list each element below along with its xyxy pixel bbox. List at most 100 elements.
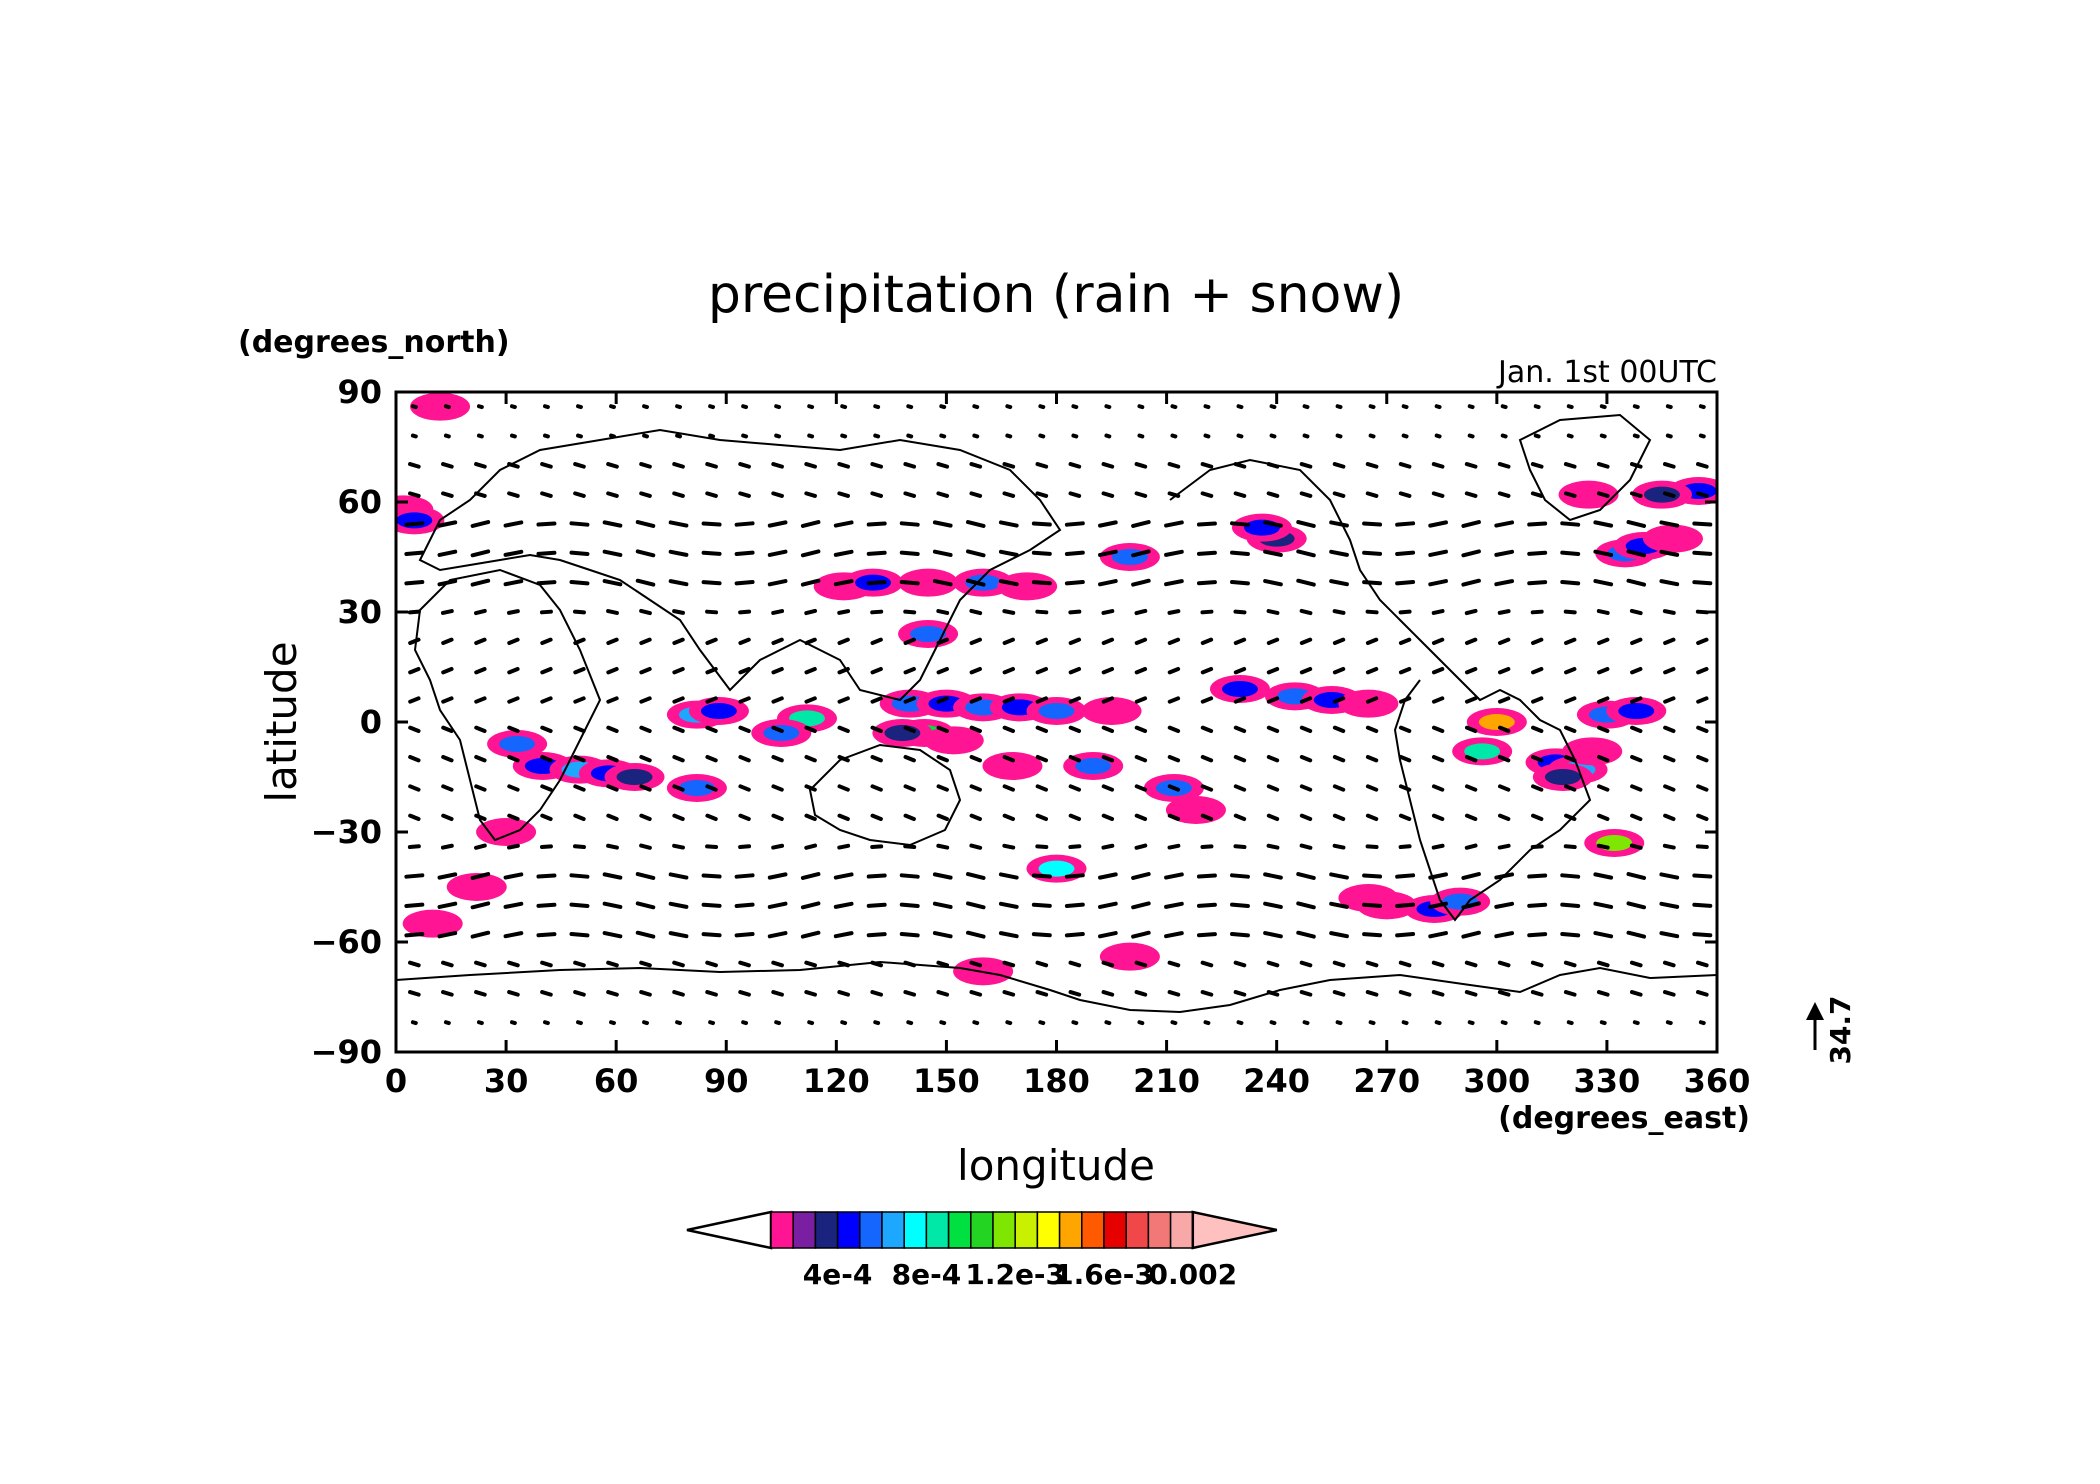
wind-vector	[1299, 960, 1313, 968]
wind-vector	[606, 813, 619, 822]
wind-vector	[1196, 902, 1217, 908]
coastline-antarctica	[396, 960, 1717, 1014]
wind-vector	[966, 549, 986, 558]
precip-area-core	[763, 725, 800, 741]
wind-vector	[1659, 901, 1680, 909]
wind-vector	[936, 725, 949, 734]
y-tick-label: 60	[337, 483, 382, 521]
wind-vector	[936, 491, 950, 498]
wind-vector	[837, 813, 850, 822]
precip-area-core	[458, 879, 495, 895]
wind-vector	[1398, 844, 1412, 850]
wind-vector	[404, 873, 425, 879]
wind-vector	[1533, 1020, 1541, 1026]
colorbar-swatch	[836, 1211, 861, 1249]
wind-vector	[1200, 666, 1214, 675]
y-tick-label: −90	[311, 1033, 382, 1071]
wind-vector	[408, 784, 421, 792]
wind-vector	[441, 813, 454, 822]
wind-vector	[936, 990, 950, 997]
wind-vector	[1500, 433, 1508, 439]
wind-vector	[1329, 931, 1349, 939]
wind-vector	[569, 931, 590, 938]
wind-vector	[1560, 550, 1581, 557]
wind-vector	[609, 433, 616, 439]
wind-vector	[939, 1020, 947, 1026]
wind-vector	[1431, 960, 1445, 968]
wind-vector	[804, 666, 817, 675]
wind-vector	[1365, 491, 1379, 498]
wind-vector	[474, 462, 487, 469]
wind-vector	[1233, 462, 1247, 469]
wind-vector	[705, 844, 719, 849]
wind-vector	[1530, 462, 1544, 469]
wind-vector	[1329, 872, 1349, 880]
wind-vector	[1101, 462, 1115, 469]
wind-vector	[1464, 666, 1478, 675]
wind-vector	[1500, 404, 1508, 410]
wind-vector	[903, 844, 917, 850]
wind-vector	[540, 462, 553, 469]
wind-vector	[906, 433, 914, 439]
wind-vector	[800, 930, 821, 939]
y-axis-ticks: 90 60 30 0 −30 −60 −90	[311, 373, 1717, 1071]
precip-area-core	[1544, 769, 1581, 785]
colorbar-label: 1.6e-3	[1054, 1258, 1154, 1291]
wind-vector	[1566, 1020, 1574, 1026]
colorbar-swatch	[992, 1211, 1016, 1249]
wind-vector	[1068, 462, 1082, 469]
wind-vector	[1362, 932, 1383, 938]
wind-vector	[573, 637, 586, 646]
wind-vector	[833, 901, 854, 909]
coastline-australia	[808, 743, 962, 847]
coastlines	[396, 413, 1717, 1014]
wind-vector	[1401, 1020, 1409, 1026]
x-tick-label: 30	[484, 1062, 529, 1100]
wind-vector	[1332, 609, 1346, 615]
wind-vector	[708, 433, 716, 439]
wind-vector	[932, 931, 953, 939]
wind-vector	[1134, 754, 1148, 763]
wind-vector	[1696, 666, 1709, 675]
wind-vector	[1464, 813, 1478, 822]
x-tick-label: 210	[1133, 1062, 1200, 1100]
wind-vector	[1500, 1020, 1508, 1026]
wind-vector	[1170, 404, 1178, 410]
wind-vector	[903, 637, 916, 646]
wind-vector	[833, 872, 854, 880]
wind-vector	[1167, 813, 1181, 822]
wind-vector	[1596, 990, 1610, 997]
wind-vector	[1527, 521, 1548, 527]
wind-vector	[540, 696, 553, 704]
wind-vector	[1692, 521, 1713, 527]
wind-vector	[668, 549, 689, 557]
wind-vector	[705, 990, 718, 997]
precip-area-core	[935, 732, 972, 749]
wind-vector	[1626, 549, 1647, 558]
wind-vector	[1467, 1020, 1475, 1026]
wind-vector	[1497, 462, 1511, 469]
wind-vector	[1332, 725, 1346, 734]
wind-vector	[536, 902, 557, 908]
wind-vector	[708, 1020, 716, 1026]
wind-vector	[800, 901, 821, 910]
wind-vector	[1098, 520, 1118, 528]
wind-vector	[441, 784, 454, 792]
colorbar-swatch	[1014, 1211, 1039, 1249]
wind-vector	[1134, 784, 1148, 792]
wind-vector	[635, 578, 656, 587]
wind-vector	[507, 609, 520, 615]
wind-vector	[1098, 549, 1118, 557]
wind-vector	[1302, 433, 1310, 439]
wind-vector	[1068, 754, 1082, 763]
wind-vector	[804, 813, 817, 822]
wind-vector	[1659, 579, 1680, 587]
wind-vector	[573, 491, 586, 498]
wind-vector	[837, 725, 850, 734]
wind-vector	[837, 843, 851, 850]
wind-vector	[437, 549, 458, 557]
plot-title: precipitation (rain + snow)	[708, 265, 1404, 325]
wind-vector	[1431, 843, 1445, 850]
wind-vector	[1398, 666, 1412, 675]
wind-vector	[870, 813, 883, 822]
